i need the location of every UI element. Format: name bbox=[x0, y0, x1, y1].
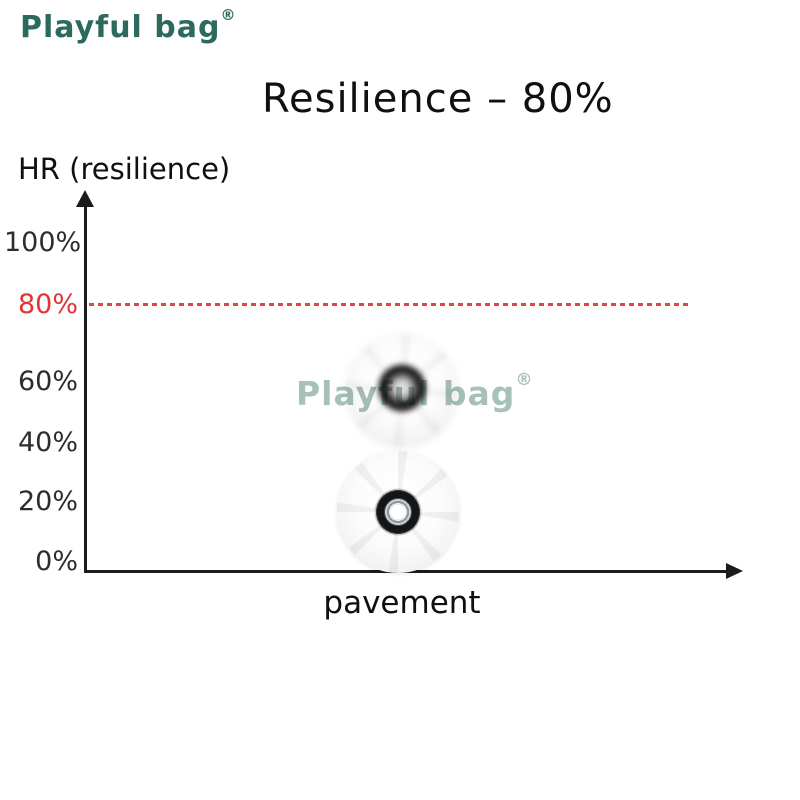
y-axis-arrow-icon bbox=[76, 190, 94, 207]
skate-wheel-image bbox=[337, 451, 459, 573]
threshold-dashed-line-80 bbox=[89, 303, 688, 306]
brand-watermark: Playful bag® bbox=[296, 370, 533, 413]
brand-logo: Playful bag® bbox=[20, 6, 236, 45]
brand-logo-text: Playful bag bbox=[20, 10, 221, 45]
x-axis-arrow-icon bbox=[726, 563, 743, 579]
y-tick-60: 60% bbox=[17, 366, 78, 397]
y-tick-40: 40% bbox=[17, 427, 78, 458]
y-tick-80-highlight: 80% bbox=[17, 289, 78, 320]
watermark-text: Playful bag bbox=[296, 374, 516, 413]
wheel-bearing bbox=[374, 488, 422, 536]
y-axis-label: HR (resilience) bbox=[18, 152, 231, 186]
registered-trademark-icon: ® bbox=[515, 370, 534, 390]
y-tick-100: 100% bbox=[4, 227, 82, 258]
wheel-bearing bbox=[376, 364, 428, 416]
y-axis-line bbox=[84, 206, 87, 572]
y-tick-0: 0% bbox=[35, 546, 78, 577]
chart-title: Resilience – 80% bbox=[262, 76, 614, 122]
skate-wheel-image-blurred bbox=[346, 334, 458, 446]
x-axis-label: pavement bbox=[323, 585, 481, 621]
registered-trademark-icon: ® bbox=[220, 6, 237, 24]
y-tick-20: 20% bbox=[17, 486, 78, 517]
